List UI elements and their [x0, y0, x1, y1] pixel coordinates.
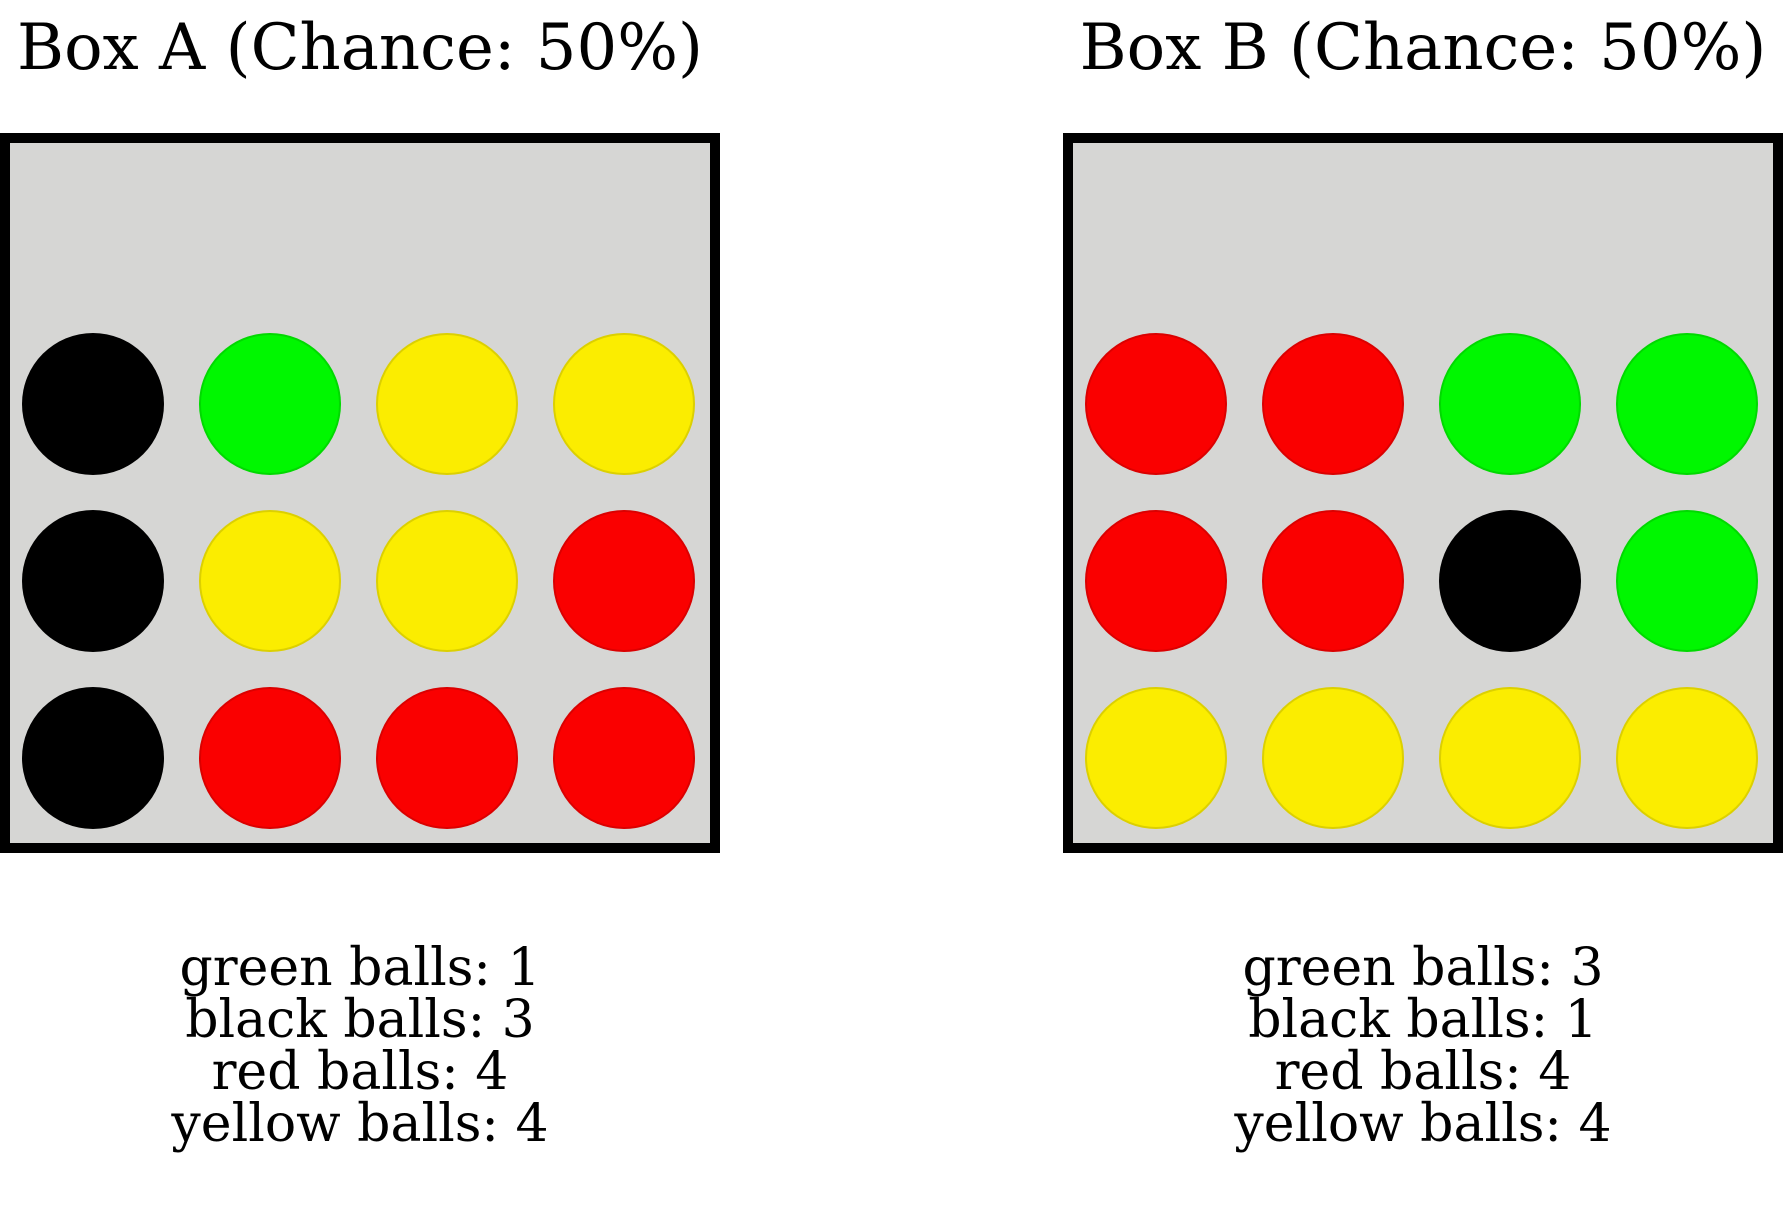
- box-a-red-count: red balls: 4: [211, 1042, 509, 1102]
- box-a-yellow-ball: [199, 510, 341, 652]
- box-b-yellow-ball: [1439, 687, 1581, 829]
- box-a-red-ball: [553, 510, 695, 652]
- box-b-yellow-ball: [1262, 687, 1404, 829]
- box-b-red-ball: [1085, 333, 1227, 475]
- box-b-red-count: red balls: 4: [1274, 1042, 1572, 1102]
- box-b-container: [1063, 133, 1783, 853]
- box-a-black-ball: [22, 510, 164, 652]
- box-a-yellow-count: yellow balls: 4: [171, 1094, 549, 1154]
- box-a-panel: Box A (Chance: 50%) green balls: 1 black…: [0, 0, 720, 1212]
- box-a-black-ball: [22, 333, 164, 475]
- box-a-green-count: green balls: 1: [179, 938, 541, 998]
- box-b-green-count: green balls: 3: [1242, 938, 1604, 998]
- box-a-counts: green balls: 1 black balls: 3 red balls:…: [0, 942, 720, 1150]
- box-b-panel: Box B (Chance: 50%) green balls: 3 black…: [1063, 0, 1783, 1212]
- box-b-counts: green balls: 3 black balls: 1 red balls:…: [1063, 942, 1783, 1150]
- box-b-black-ball: [1439, 510, 1581, 652]
- box-b-green-ball: [1439, 333, 1581, 475]
- box-a-yellow-ball: [553, 333, 695, 475]
- box-a-black-count: black balls: 3: [185, 990, 535, 1050]
- box-b-red-ball: [1262, 333, 1404, 475]
- box-b-black-count: black balls: 1: [1248, 990, 1598, 1050]
- box-a-container: [0, 133, 720, 853]
- box-b-title: Box B (Chance: 50%): [1079, 11, 1767, 85]
- box-b-yellow-ball: [1616, 687, 1758, 829]
- box-a-yellow-ball: [376, 510, 518, 652]
- box-b-yellow-ball: [1085, 687, 1227, 829]
- box-a-yellow-ball: [376, 333, 518, 475]
- box-a-red-ball: [553, 687, 695, 829]
- box-b-green-ball: [1616, 333, 1758, 475]
- box-b-red-ball: [1085, 510, 1227, 652]
- box-b-yellow-count: yellow balls: 4: [1234, 1094, 1612, 1154]
- box-b-green-ball: [1616, 510, 1758, 652]
- box-a-title: Box A (Chance: 50%): [17, 11, 703, 85]
- box-a-green-ball: [199, 333, 341, 475]
- box-a-red-ball: [376, 687, 518, 829]
- box-b-red-ball: [1262, 510, 1404, 652]
- box-a-black-ball: [22, 687, 164, 829]
- box-a-red-ball: [199, 687, 341, 829]
